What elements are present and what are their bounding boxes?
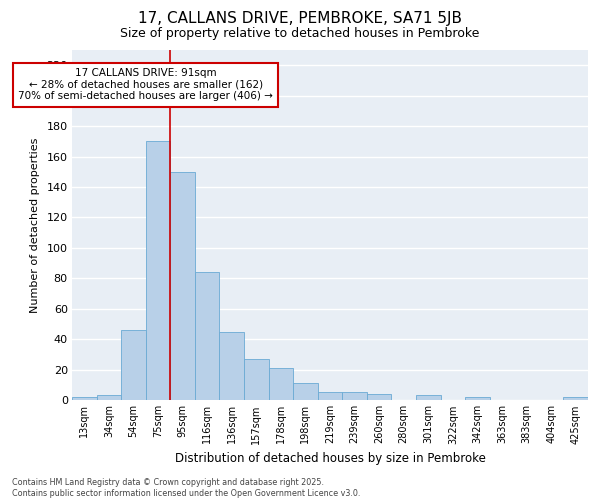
Bar: [269, 368, 293, 400]
Bar: [97, 396, 121, 400]
Bar: [244, 359, 269, 400]
Bar: [318, 392, 342, 400]
Bar: [563, 397, 588, 400]
Bar: [465, 397, 490, 400]
Bar: [170, 172, 195, 400]
Bar: [121, 330, 146, 400]
Text: 17 CALLANS DRIVE: 91sqm
← 28% of detached houses are smaller (162)
70% of semi-d: 17 CALLANS DRIVE: 91sqm ← 28% of detache…: [18, 68, 273, 102]
Bar: [72, 397, 97, 400]
X-axis label: Distribution of detached houses by size in Pembroke: Distribution of detached houses by size …: [175, 452, 485, 465]
Text: 17, CALLANS DRIVE, PEMBROKE, SA71 5JB: 17, CALLANS DRIVE, PEMBROKE, SA71 5JB: [138, 12, 462, 26]
Bar: [146, 142, 170, 400]
Bar: [195, 272, 220, 400]
Text: Size of property relative to detached houses in Pembroke: Size of property relative to detached ho…: [121, 28, 479, 40]
Bar: [416, 396, 440, 400]
Bar: [342, 392, 367, 400]
Bar: [220, 332, 244, 400]
Bar: [367, 394, 391, 400]
Text: Contains HM Land Registry data © Crown copyright and database right 2025.
Contai: Contains HM Land Registry data © Crown c…: [12, 478, 361, 498]
Y-axis label: Number of detached properties: Number of detached properties: [29, 138, 40, 312]
Bar: [293, 384, 318, 400]
